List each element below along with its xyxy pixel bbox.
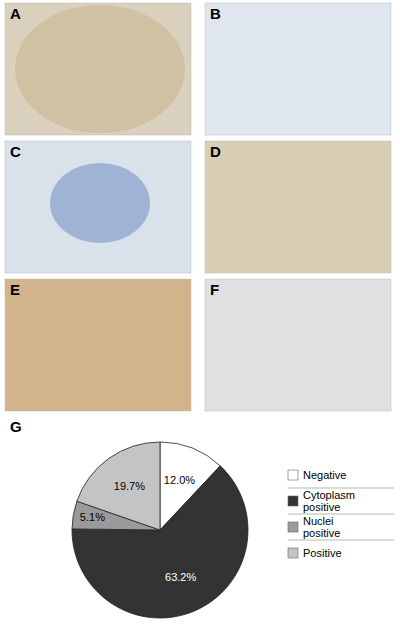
panel-label: F xyxy=(210,281,219,298)
legend-swatch xyxy=(288,470,298,480)
panel-label: D xyxy=(210,143,221,160)
data-label: 63.2% xyxy=(165,571,196,583)
chart-label: G xyxy=(10,418,22,435)
panel-label: B xyxy=(210,5,221,22)
data-labels: 12.0% 63.2% 5.1% 19.7% xyxy=(80,474,197,584)
panel-label: E xyxy=(10,281,20,298)
legend-label: Positive xyxy=(303,547,342,559)
legend-swatch xyxy=(288,496,298,506)
data-label: 5.1% xyxy=(80,511,105,523)
legend-label: Cytoplasmpositive xyxy=(303,489,355,513)
pie xyxy=(72,442,248,618)
panel-image xyxy=(5,141,191,273)
data-label: 19.7% xyxy=(114,480,145,492)
pie-slice xyxy=(77,442,160,530)
legend-separator xyxy=(288,540,394,541)
legend-label: Negative xyxy=(303,469,346,481)
legend-swatch xyxy=(288,522,298,532)
data-label: 12.0% xyxy=(164,474,195,486)
legend-swatch xyxy=(288,548,298,558)
panel-image xyxy=(5,3,191,135)
panel-label: A xyxy=(10,5,21,22)
legend-label: Nucleipositive xyxy=(303,515,340,539)
panel-detail xyxy=(15,5,185,133)
panel: C xyxy=(5,141,191,273)
panel: F xyxy=(205,279,391,411)
panel-image xyxy=(5,279,191,411)
panel: E xyxy=(5,279,191,411)
panel-image xyxy=(205,3,391,135)
legend: Negative CytoplasmpositiveNucleipositive P… xyxy=(288,469,394,559)
figure: A B C D E F G 12.0% 63.2% 5.1% 19.7% Negative Cytopl… xyxy=(0,0,400,630)
panel-image xyxy=(205,141,391,273)
panel: B xyxy=(205,3,391,135)
panel: D xyxy=(205,141,391,273)
panel-image xyxy=(205,279,391,411)
panel: A xyxy=(5,3,191,135)
panel-detail xyxy=(50,163,150,243)
panel-label: C xyxy=(10,143,21,160)
